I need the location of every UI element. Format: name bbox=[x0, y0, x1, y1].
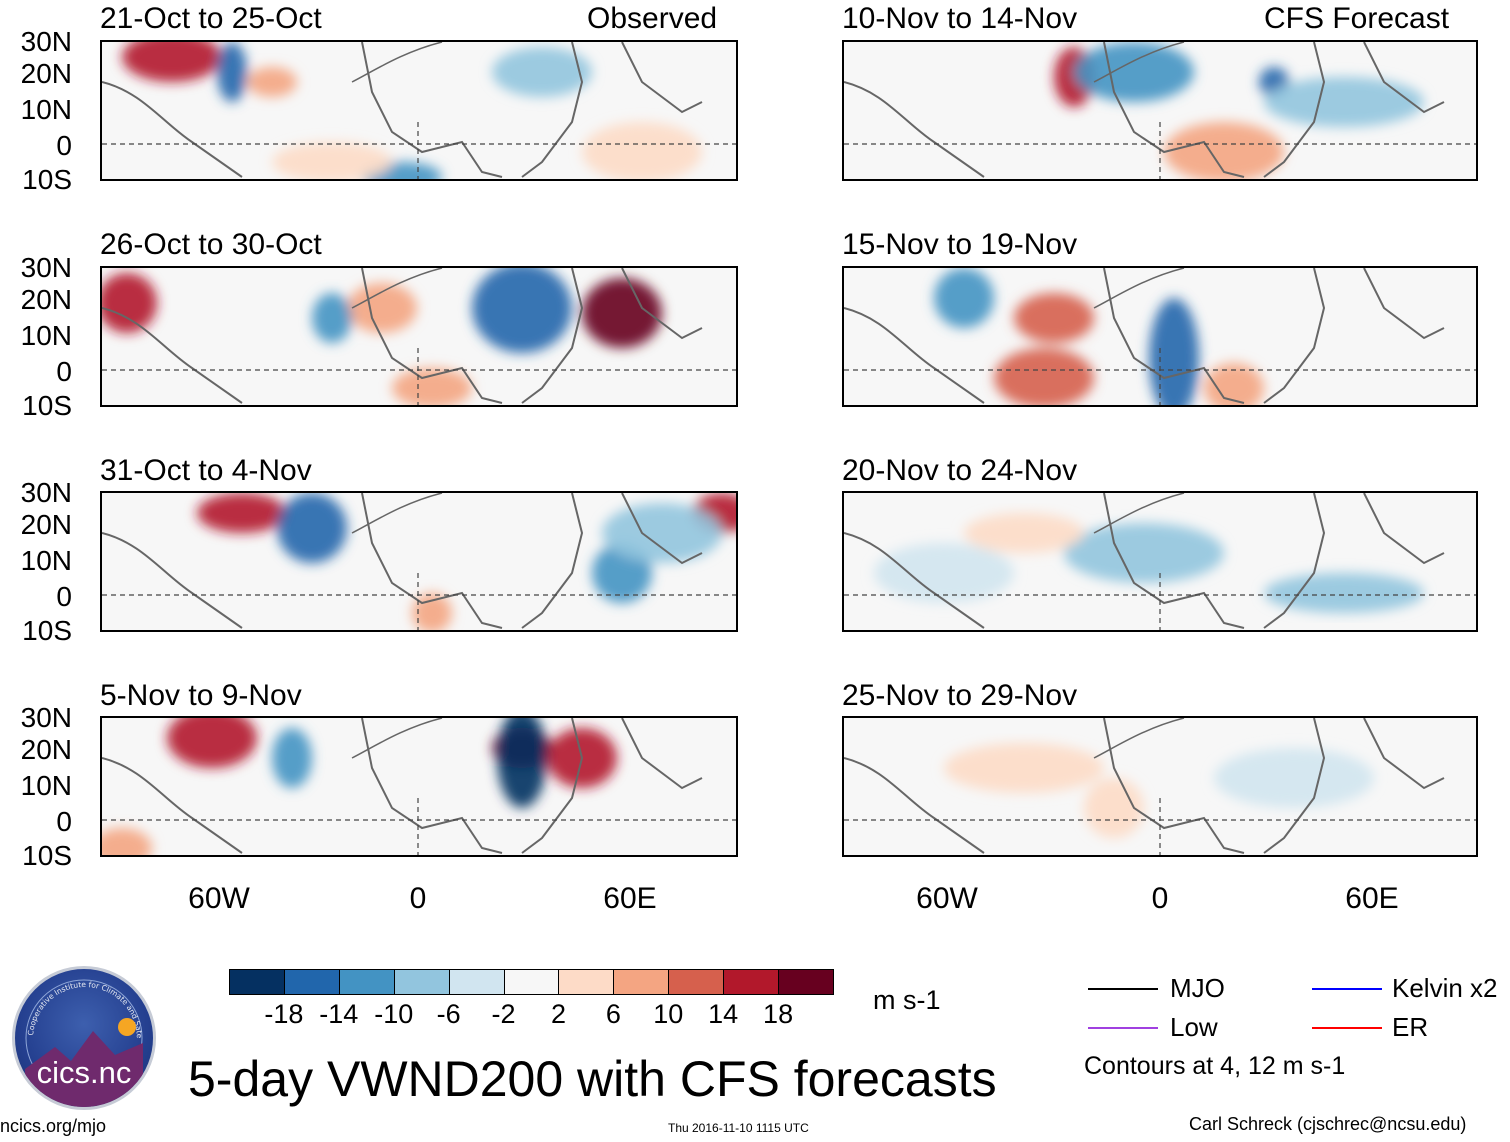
colorbar-label-6: 6 bbox=[605, 999, 621, 1029]
colorbar-label-4: -2 bbox=[491, 999, 516, 1029]
lon-label-60w-left: 60W bbox=[188, 882, 250, 915]
map-panel-forecast-3 bbox=[842, 491, 1478, 632]
colorbar-label-7: 10 bbox=[653, 999, 684, 1029]
colorbar-label-1: -14 bbox=[319, 999, 359, 1029]
lat-label-row3-3: 0 bbox=[56, 581, 72, 612]
lat-label-row4-0: 30N bbox=[20, 702, 72, 733]
legend-line-mjo bbox=[1088, 988, 1158, 990]
footer-url: ncics.org/mjo bbox=[0, 1116, 107, 1136]
lon-label-60e-left: 60E bbox=[603, 882, 657, 915]
colorbar-segment-2 bbox=[338, 969, 395, 995]
lat-label-row2-0: 30N bbox=[20, 252, 72, 283]
panel-title-obs-3: 31-Oct to 4-Nov bbox=[100, 454, 312, 487]
legend-label-er: ER bbox=[1392, 1012, 1429, 1042]
cfs-forecast-label: CFS Forecast bbox=[1264, 2, 1450, 35]
legend-label-mjo: MJO bbox=[1170, 973, 1225, 1003]
lat-label-row2-3: 0 bbox=[56, 356, 72, 387]
footer-author: Carl Schreck (cjschrec@ncsu.edu) bbox=[1189, 1114, 1467, 1134]
panel-title-obs-4: 5-Nov to 9-Nov bbox=[100, 679, 302, 712]
legend-line-low bbox=[1088, 1027, 1158, 1029]
colorbar-segment-8 bbox=[668, 969, 725, 995]
contour-note: Contours at 4, 12 m s-1 bbox=[1084, 1052, 1346, 1080]
map-panel-forecast-1 bbox=[842, 40, 1478, 181]
lat-label-row1-3: 0 bbox=[56, 130, 72, 161]
legend-label-kelvin: Kelvin x2 bbox=[1392, 973, 1498, 1003]
colorbar-label-2: -10 bbox=[374, 999, 414, 1029]
lon-label-0-left: 0 bbox=[409, 882, 427, 915]
colorbar: -18 -14 -10 -6 -2 2 6 10 14 18 bbox=[229, 969, 834, 1039]
observed-label: Observed bbox=[587, 2, 718, 35]
lat-label-row1-2: 10N bbox=[20, 94, 72, 125]
lat-label-row3-2: 10N bbox=[20, 545, 72, 576]
colorbar-segment-4 bbox=[448, 969, 505, 995]
footer-timestamp: Thu 2016-11-10 1115 UTC bbox=[668, 1121, 809, 1135]
colorbar-segment-0 bbox=[229, 969, 285, 995]
colorbar-segment-1 bbox=[283, 969, 340, 995]
map-panel-forecast-2 bbox=[842, 266, 1478, 407]
map-panel-observed-1 bbox=[100, 40, 738, 181]
map-panel-observed-4 bbox=[100, 716, 738, 857]
panel-title-fc-2: 15-Nov to 19-Nov bbox=[842, 228, 1078, 261]
panel-title-fc-1: 10-Nov to 14-Nov bbox=[842, 2, 1078, 35]
colorbar-label-9: 18 bbox=[763, 999, 794, 1029]
colorbar-segment-9 bbox=[723, 969, 780, 995]
lat-label-row3-4: 10S bbox=[22, 615, 72, 646]
lon-label-60w-right: 60W bbox=[916, 882, 978, 915]
colorbar-segment-6 bbox=[558, 969, 615, 995]
colorbar-label-5: 2 bbox=[550, 999, 566, 1029]
main-title: 5-day VWND200 with CFS forecasts bbox=[188, 1051, 997, 1107]
panel-title-fc-4: 25-Nov to 29-Nov bbox=[842, 679, 1078, 712]
cics-logo: Cooperative Institute for Climate and Sa… bbox=[12, 966, 156, 1110]
lat-label-row3-1: 20N bbox=[20, 509, 72, 540]
lat-label-row4-3: 0 bbox=[56, 806, 72, 837]
map-panel-observed-3 bbox=[100, 491, 738, 632]
legend-line-er bbox=[1312, 1027, 1382, 1029]
colorbar-label-3: -6 bbox=[436, 999, 461, 1029]
lat-label-row1-0: 30N bbox=[20, 26, 72, 57]
lat-label-row2-4: 10S bbox=[22, 390, 72, 421]
colorbar-segment-10 bbox=[778, 969, 834, 995]
map-panel-forecast-4 bbox=[842, 716, 1478, 857]
colorbar-segment-7 bbox=[613, 969, 670, 995]
lat-label-row2-1: 20N bbox=[20, 284, 72, 315]
lat-label-row3-0: 30N bbox=[20, 477, 72, 508]
colorbar-segment-3 bbox=[393, 969, 450, 995]
lat-label-row1-1: 20N bbox=[20, 58, 72, 89]
lat-label-row4-2: 10N bbox=[20, 770, 72, 801]
legend-line-kelvin bbox=[1312, 988, 1382, 990]
lat-label-row1-4: 10S bbox=[22, 164, 72, 195]
legend-label-low: Low bbox=[1170, 1012, 1218, 1042]
colorbar-segment-5 bbox=[503, 969, 560, 995]
lon-label-60e-right: 60E bbox=[1345, 882, 1399, 915]
lat-label-row4-4: 10S bbox=[22, 840, 72, 871]
logo-text: cics.nc bbox=[36, 1055, 132, 1090]
map-panel-observed-2 bbox=[100, 266, 738, 407]
lon-label-0-right: 0 bbox=[1151, 882, 1169, 915]
colorbar-label-8: 14 bbox=[708, 999, 739, 1029]
colorbar-label-0: -18 bbox=[264, 999, 304, 1029]
lat-label-row4-1: 20N bbox=[20, 734, 72, 765]
panel-title-fc-3: 20-Nov to 24-Nov bbox=[842, 454, 1078, 487]
lat-label-row2-2: 10N bbox=[20, 320, 72, 351]
panel-title-obs-1: 21-Oct to 25-Oct bbox=[100, 2, 322, 35]
colorbar-units: m s-1 bbox=[873, 985, 941, 1015]
panel-title-obs-2: 26-Oct to 30-Oct bbox=[100, 228, 322, 261]
